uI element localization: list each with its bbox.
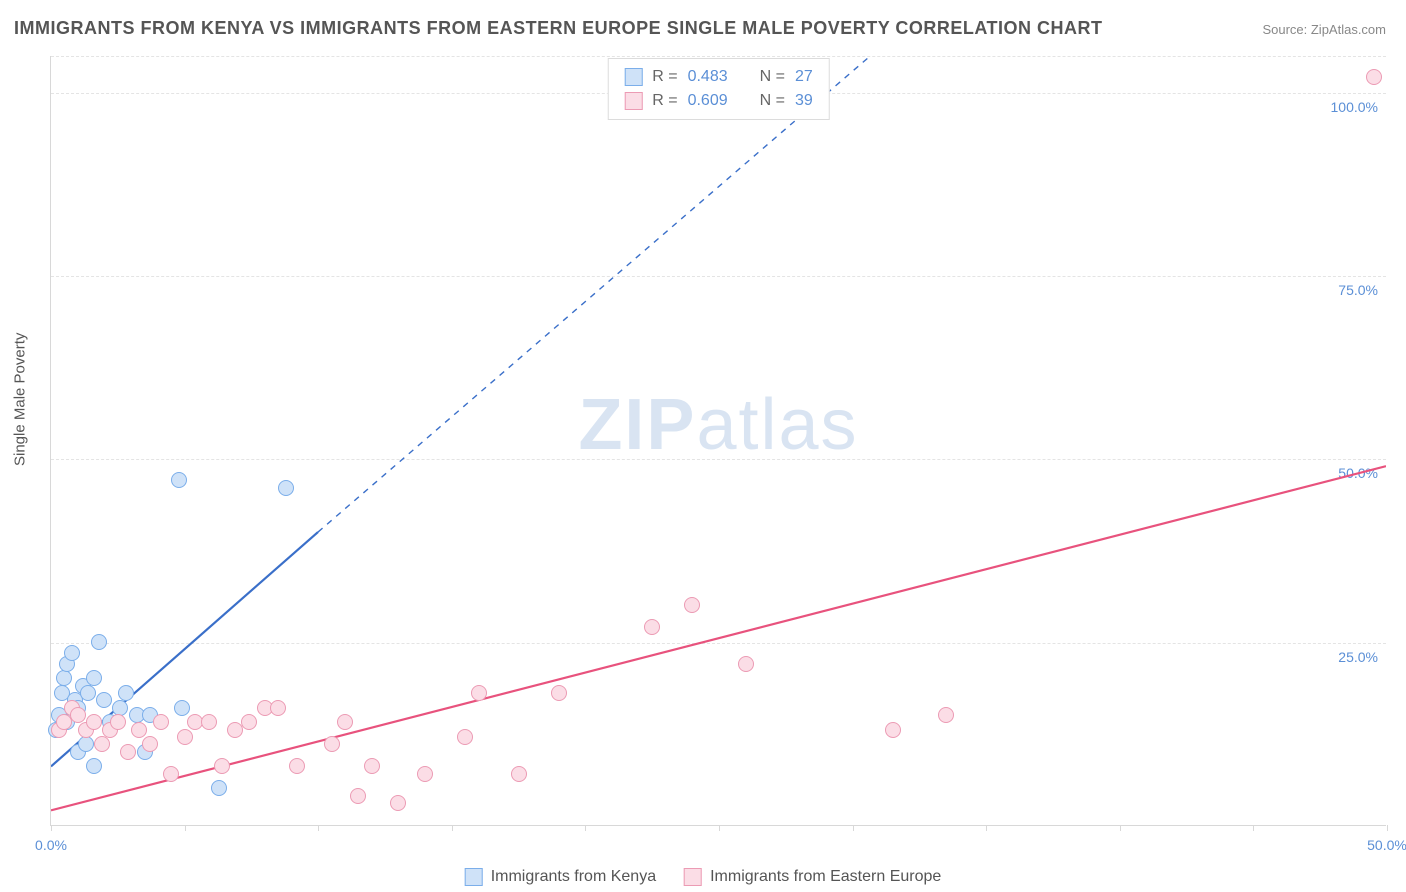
- x-tick: [1387, 825, 1388, 831]
- watermark: ZIPatlas: [578, 384, 858, 466]
- scatter-point-eastern_europe: [270, 700, 286, 716]
- scatter-point-eastern_europe: [885, 722, 901, 738]
- scatter-point-eastern_europe: [201, 714, 217, 730]
- x-tick-label: 50.0%: [1367, 837, 1406, 853]
- scatter-point-eastern_europe: [738, 656, 754, 672]
- scatter-point-kenya: [278, 480, 294, 496]
- swatch-europe: [684, 868, 702, 886]
- bottom-legend: Immigrants from Kenya Immigrants from Ea…: [465, 868, 942, 886]
- x-tick: [585, 825, 586, 831]
- gridline: [51, 643, 1386, 644]
- n-value-europe: 39: [795, 89, 813, 113]
- scatter-point-eastern_europe: [457, 729, 473, 745]
- scatter-point-eastern_europe: [214, 758, 230, 774]
- r-label: R =: [652, 65, 677, 89]
- scatter-point-eastern_europe: [131, 722, 147, 738]
- scatter-point-eastern_europe: [1366, 69, 1382, 85]
- swatch-kenya: [465, 868, 483, 886]
- stats-row-kenya: R = 0.483 N = 27: [624, 65, 813, 89]
- scatter-point-kenya: [56, 670, 72, 686]
- x-tick: [1120, 825, 1121, 831]
- swatch-europe: [624, 92, 642, 110]
- scatter-point-kenya: [64, 645, 80, 661]
- scatter-point-eastern_europe: [177, 729, 193, 745]
- scatter-point-kenya: [86, 670, 102, 686]
- scatter-point-eastern_europe: [163, 766, 179, 782]
- watermark-light: atlas: [696, 385, 858, 465]
- n-label: N =: [760, 65, 785, 89]
- scatter-point-eastern_europe: [551, 685, 567, 701]
- scatter-point-kenya: [96, 692, 112, 708]
- legend-item-kenya: Immigrants from Kenya: [465, 868, 656, 886]
- stats-row-europe: R = 0.609 N = 39: [624, 89, 813, 113]
- n-label: N =: [760, 89, 785, 113]
- scatter-point-kenya: [171, 472, 187, 488]
- chart-title: IMMIGRANTS FROM KENYA VS IMMIGRANTS FROM…: [14, 18, 1103, 39]
- scatter-point-kenya: [80, 685, 96, 701]
- x-tick: [719, 825, 720, 831]
- source-attribution: Source: ZipAtlas.com: [1262, 22, 1386, 37]
- x-tick: [853, 825, 854, 831]
- scatter-point-eastern_europe: [644, 619, 660, 635]
- x-tick: [185, 825, 186, 831]
- y-tick-label: 50.0%: [1338, 465, 1378, 481]
- x-tick: [318, 825, 319, 831]
- stats-legend: R = 0.483 N = 27 R = 0.609 N = 39: [607, 58, 830, 120]
- scatter-point-eastern_europe: [938, 707, 954, 723]
- gridline: [51, 276, 1386, 277]
- y-tick-label: 25.0%: [1338, 649, 1378, 665]
- x-tick: [1253, 825, 1254, 831]
- scatter-point-eastern_europe: [86, 714, 102, 730]
- scatter-point-kenya: [78, 736, 94, 752]
- x-tick: [986, 825, 987, 831]
- scatter-point-kenya: [118, 685, 134, 701]
- scatter-point-eastern_europe: [337, 714, 353, 730]
- scatter-point-eastern_europe: [241, 714, 257, 730]
- y-tick-label: 100.0%: [1331, 99, 1378, 115]
- scatter-point-eastern_europe: [94, 736, 110, 752]
- scatter-point-eastern_europe: [417, 766, 433, 782]
- scatter-point-eastern_europe: [684, 597, 700, 613]
- x-tick: [452, 825, 453, 831]
- source-name: ZipAtlas.com: [1311, 22, 1386, 37]
- scatter-point-kenya: [91, 634, 107, 650]
- legend-label-kenya: Immigrants from Kenya: [491, 868, 656, 886]
- scatter-point-eastern_europe: [70, 707, 86, 723]
- scatter-point-kenya: [211, 780, 227, 796]
- x-tick: [51, 825, 52, 831]
- legend-item-europe: Immigrants from Eastern Europe: [684, 868, 941, 886]
- r-label: R =: [652, 89, 677, 113]
- watermark-bold: ZIP: [578, 385, 696, 465]
- scatter-point-eastern_europe: [364, 758, 380, 774]
- scatter-point-eastern_europe: [511, 766, 527, 782]
- scatter-point-eastern_europe: [324, 736, 340, 752]
- scatter-point-kenya: [112, 700, 128, 716]
- y-tick-label: 75.0%: [1338, 282, 1378, 298]
- source-prefix: Source:: [1262, 22, 1310, 37]
- gridline: [51, 459, 1386, 460]
- scatter-point-eastern_europe: [390, 795, 406, 811]
- swatch-kenya: [624, 68, 642, 86]
- scatter-point-eastern_europe: [110, 714, 126, 730]
- scatter-point-eastern_europe: [142, 736, 158, 752]
- scatter-point-eastern_europe: [120, 744, 136, 760]
- scatter-point-kenya: [174, 700, 190, 716]
- scatter-point-eastern_europe: [153, 714, 169, 730]
- r-value-kenya: 0.483: [688, 65, 728, 89]
- n-value-kenya: 27: [795, 65, 813, 89]
- scatter-point-kenya: [86, 758, 102, 774]
- y-axis-label: Single Male Poverty: [12, 426, 29, 466]
- scatter-point-eastern_europe: [471, 685, 487, 701]
- scatter-point-eastern_europe: [350, 788, 366, 804]
- x-tick-label: 0.0%: [35, 837, 67, 853]
- scatter-point-eastern_europe: [289, 758, 305, 774]
- r-value-europe: 0.609: [688, 89, 728, 113]
- trend-lines: [51, 56, 1386, 825]
- legend-label-europe: Immigrants from Eastern Europe: [710, 868, 941, 886]
- plot-area: ZIPatlas 25.0%50.0%75.0%100.0% 0.0%50.0%…: [50, 56, 1386, 826]
